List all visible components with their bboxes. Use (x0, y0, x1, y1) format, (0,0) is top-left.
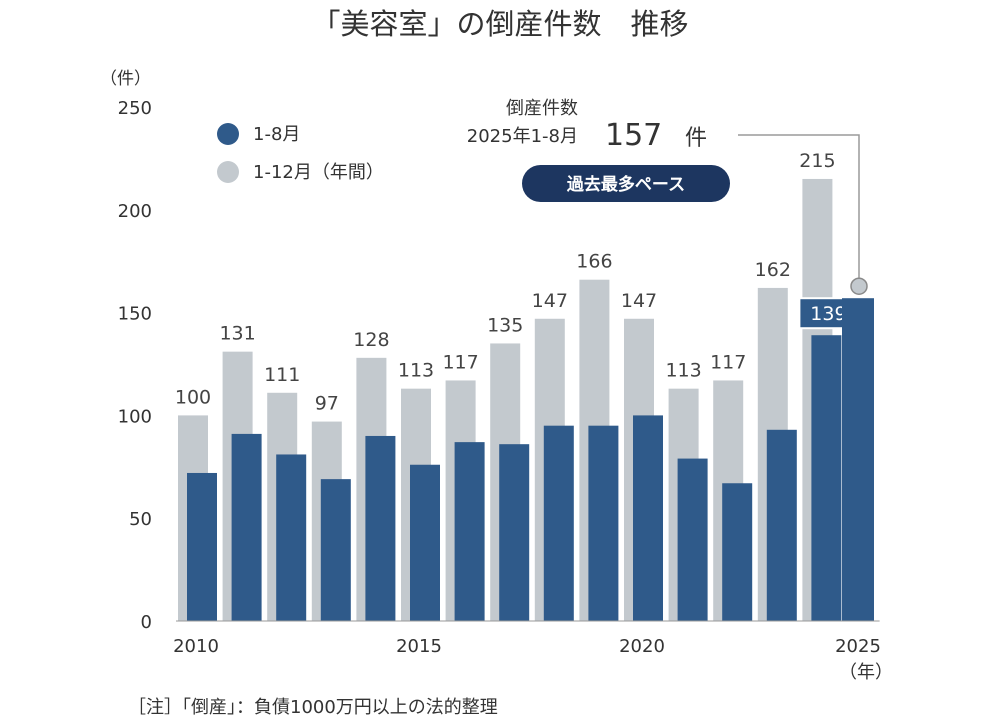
callout: 倒産件数 2025年1-8月 157 件 過去最多ペース (467, 98, 868, 295)
label-annual-2015: 113 (398, 360, 434, 382)
label-annual-2020: 147 (621, 290, 657, 312)
y-tick-150: 150 (118, 304, 152, 325)
bar-1-8-2010 (187, 472, 217, 621)
callout-leader-dot (850, 277, 868, 295)
footnote: ［注］「倒産」：負債1000万円以上の法的整理 (128, 697, 498, 718)
bar-1-8-2016 (454, 442, 485, 621)
bar-1-8-2012 (276, 454, 307, 621)
legend-label-1-8: 1-8月 (253, 124, 300, 145)
x-axis-ticks: 2010 2015 2020 2025 (173, 636, 881, 657)
y-axis-ticks: 0 50 100 150 200 250 (118, 98, 152, 633)
bar-1-8-2025 (842, 298, 874, 621)
bar-1-8-2024 (811, 335, 842, 621)
label-annual-2011: 131 (219, 323, 255, 345)
label-1-8-2024: 139 (810, 303, 846, 325)
y-axis-unit: （件） (100, 69, 151, 89)
bar-1-8-2022 (722, 483, 753, 621)
bar-1-8-2020 (633, 415, 663, 621)
x-tick-2015: 2015 (396, 636, 442, 657)
label-annual-2012: 111 (264, 364, 300, 386)
legend-label-annual: 1-12月（年間） (253, 162, 384, 183)
bar-1-8-2019 (588, 425, 619, 621)
bar-1-8-2011 (231, 433, 262, 621)
label-annual-2023: 162 (755, 259, 791, 281)
callout-unit: 件 (685, 126, 707, 151)
callout-line2: 2025年1-8月 (467, 126, 578, 147)
callout-leader-line (738, 134, 860, 279)
y-tick-100: 100 (118, 406, 152, 427)
label-annual-2021: 113 (665, 360, 701, 382)
x-tick-2025: 2025 (835, 636, 881, 657)
y-tick-50: 50 (129, 509, 152, 530)
bar-1-8-2021 (677, 458, 708, 621)
x-tick-2020: 2020 (619, 636, 665, 657)
legend: 1-8月 1-12月（年間） (217, 123, 384, 183)
x-tick-2010: 2010 (173, 636, 219, 657)
callout-line1: 倒産件数 (506, 98, 578, 119)
y-tick-0: 0 (141, 612, 152, 633)
legend-swatch-annual (217, 161, 239, 183)
label-annual-2018: 147 (532, 290, 568, 312)
bar-1-8-2017 (499, 444, 530, 621)
legend-swatch-1-8 (217, 123, 239, 145)
bar-1-8-2014 (365, 435, 396, 621)
bar-1-8-2023 (766, 429, 797, 621)
label-annual-2014: 128 (353, 329, 389, 351)
bar-area: 100 131 111 97 128 113 117 135 147 166 147 113 117 16… (175, 150, 874, 621)
label-annual-2024: 215 (799, 150, 835, 172)
bar-1-8-2018 (543, 425, 574, 621)
label-annual-2017: 135 (487, 314, 523, 336)
y-tick-250: 250 (118, 98, 152, 119)
label-annual-2022: 117 (710, 351, 746, 373)
bar-1-8-2013 (320, 479, 351, 621)
callout-badge (522, 165, 730, 202)
label-annual-2016: 117 (442, 351, 478, 373)
label-annual-2019: 166 (576, 251, 612, 273)
chart-title: 「美容室」の倒産件数 推移 (311, 7, 688, 41)
label-annual-2010: 100 (175, 386, 211, 408)
x-axis-unit: （年） (839, 662, 893, 683)
callout-value: 157 (605, 118, 662, 153)
bar-1-8-2015 (410, 464, 440, 621)
callout-badge-text: 過去最多ペース (567, 174, 685, 195)
y-tick-200: 200 (118, 201, 152, 222)
label-annual-2013: 97 (315, 393, 339, 415)
